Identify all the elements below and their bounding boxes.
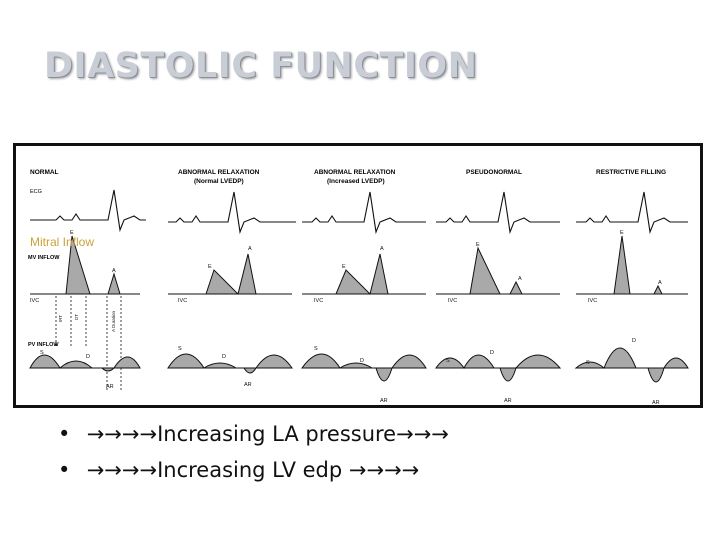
label-s: S xyxy=(314,346,318,352)
label-e: E xyxy=(620,230,624,236)
label-a: A xyxy=(112,268,116,274)
row-label-ecg: ECG xyxy=(30,189,42,195)
bullet-text: Increasing LV edp xyxy=(157,458,349,482)
col-title-pseudonormal: PSEUDONORMAL xyxy=(466,169,522,176)
mv-wave-abnormal-normal xyxy=(205,253,257,295)
col-subtitle-abnormal-normal: (Normal LVEDP) xyxy=(194,178,244,185)
label-a: A xyxy=(248,246,252,252)
label-e: E xyxy=(342,264,346,270)
mv-wave-pseudonormal xyxy=(469,246,523,295)
col-title-normal: NORMAL xyxy=(30,169,59,176)
mitral-inflow-label: Mitral Inflow xyxy=(30,235,95,249)
label-a: A xyxy=(380,246,384,252)
arrows-after: →→→→ xyxy=(348,458,420,482)
bullet-list: • →→→→Increasing LA pressure→→→ • →→→→In… xyxy=(58,417,449,489)
arrows-after: →→→ xyxy=(396,422,449,446)
arrows-before: →→→→ xyxy=(86,458,158,482)
bullet-dot: • xyxy=(58,422,71,446)
label-dt: DT xyxy=(74,314,79,320)
ecg-trace-pseudonormal xyxy=(436,191,560,235)
bullet-la-pressure: • →→→→Increasing LA pressure→→→ xyxy=(58,417,449,453)
label-a-duration: A Duration xyxy=(111,310,116,332)
col-title-abnormal-normal: ABNORMAL RELAXATION xyxy=(178,169,260,176)
col-title-abnormal-increased: ABNORMAL RELAXATION xyxy=(314,169,396,176)
label-ar: AR xyxy=(504,398,512,404)
pv-wave-restrictive xyxy=(574,347,689,383)
pv-wave-pseudonormal xyxy=(435,354,562,382)
row-label-mv: MV INFLOW xyxy=(28,255,60,261)
row-label-pv: PV INFLOW xyxy=(28,342,59,348)
slide-title: DIASTOLIC FUNCTION xyxy=(44,46,478,86)
label-ivc: IVC xyxy=(30,298,39,304)
pv-wave-abnormal-increased xyxy=(301,353,427,382)
label-d: D xyxy=(86,354,90,360)
doppler-figure: NORMAL ABNORMAL RELAXATION (Normal LVEDP… xyxy=(13,143,703,408)
label-ar: AR xyxy=(380,398,388,404)
mv-wave-abnormal-increased xyxy=(335,253,389,295)
label-e: E xyxy=(70,230,74,236)
bullet-text: Increasing LA pressure xyxy=(157,422,397,446)
bullet-dot: • xyxy=(58,458,71,482)
label-s: S xyxy=(40,350,44,356)
col-subtitle-abnormal-increased: (Increased LVEDP) xyxy=(327,178,385,185)
label-ivc: IVC xyxy=(588,298,597,304)
label-d: D xyxy=(360,358,364,364)
col-title-restrictive: RESTRICTIVE FILLING xyxy=(596,169,666,176)
label-ivc: IVC xyxy=(178,298,187,304)
label-a: A xyxy=(658,280,662,286)
label-s: S xyxy=(178,346,182,352)
doppler-diagram: NORMAL ABNORMAL RELAXATION (Normal LVEDP… xyxy=(28,169,689,405)
label-ar: AR xyxy=(244,382,252,388)
label-d: D xyxy=(490,350,494,356)
pv-wave-normal xyxy=(29,354,141,372)
label-s: S xyxy=(586,360,590,366)
label-d: D xyxy=(222,354,226,360)
ecg-trace-abnormal-increased xyxy=(302,191,426,235)
mv-wave-restrictive xyxy=(613,235,663,295)
ecg-trace-normal xyxy=(30,189,146,233)
bullet-lv-edp: • →→→→Increasing LV edp →→→→ xyxy=(58,453,449,489)
arrows-before: →→→→ xyxy=(86,422,158,446)
label-ar: AR xyxy=(652,400,660,405)
label-s: S xyxy=(446,358,450,364)
ecg-trace-restrictive xyxy=(576,191,688,235)
ecg-trace-abnormal-normal xyxy=(168,191,296,235)
label-e: E xyxy=(208,264,212,270)
label-irt: IRT xyxy=(58,315,63,322)
label-ivc: IVC xyxy=(314,298,323,304)
mv-wave-normal xyxy=(65,235,121,295)
label-ar: AR xyxy=(106,384,114,390)
pv-wave-abnormal-normal xyxy=(167,353,293,374)
label-d: D xyxy=(632,338,636,344)
label-ivc: IVC xyxy=(448,298,457,304)
label-a: A xyxy=(518,276,522,282)
label-e: E xyxy=(476,242,480,248)
